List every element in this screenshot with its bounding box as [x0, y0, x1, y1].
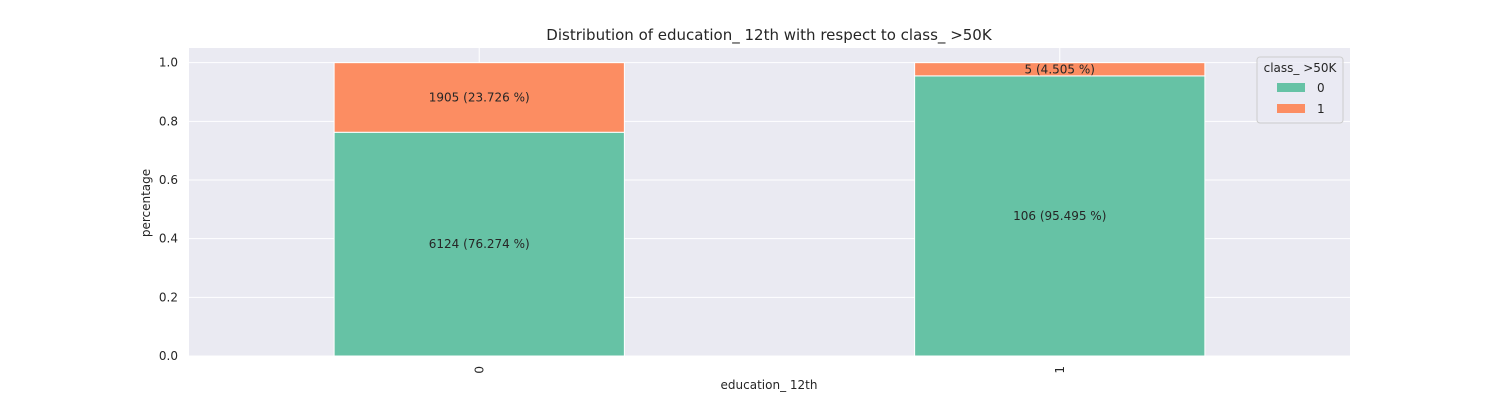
bar-class-0-cat-1 [914, 75, 1206, 357]
x-axis-label: education_ 12th [721, 378, 818, 392]
bar-class-1-cat-0 [333, 62, 625, 133]
x-tick-label: 0 [472, 366, 486, 374]
y-axis-label: percentage [139, 169, 153, 237]
bar-labels: 6124 (76.274 %) 1905 (23.726 %) 106 (95.49… [429, 62, 1107, 251]
chart-title: Distribution of education_ 12th with res… [546, 26, 993, 45]
bar-data-label: 6124 (76.274 %) [429, 237, 530, 251]
y-tick-label: 1.0 [159, 56, 178, 70]
bar-data-label: 1905 (23.726 %) [429, 90, 530, 104]
y-ticks: 0.0 0.2 0.4 0.6 0.8 1.0 [159, 56, 178, 363]
bar-class-0-cat-0 [333, 131, 625, 357]
y-tick-label: 0.0 [159, 349, 178, 363]
bar-data-label: 106 (95.495 %) [1013, 209, 1106, 223]
x-tick-label: 1 [1053, 366, 1067, 374]
y-tick-label: 0.2 [159, 290, 178, 304]
y-tick-label: 0.4 [159, 232, 178, 246]
bars [333, 62, 1206, 357]
bar-data-label: 5 (4.505 %) [1025, 62, 1095, 76]
legend: class_ >50K 0 1 [1256, 56, 1344, 124]
bar-class-1-cat-1 [914, 62, 1206, 77]
legend-swatch [1277, 104, 1305, 113]
y-tick-label: 0.8 [159, 114, 178, 128]
y-tick-label: 0.6 [159, 173, 178, 187]
legend-label: 1 [1317, 102, 1325, 116]
legend-label: 0 [1317, 81, 1325, 95]
legend-swatch [1277, 83, 1305, 92]
legend-title: class_ >50K [1264, 61, 1338, 75]
